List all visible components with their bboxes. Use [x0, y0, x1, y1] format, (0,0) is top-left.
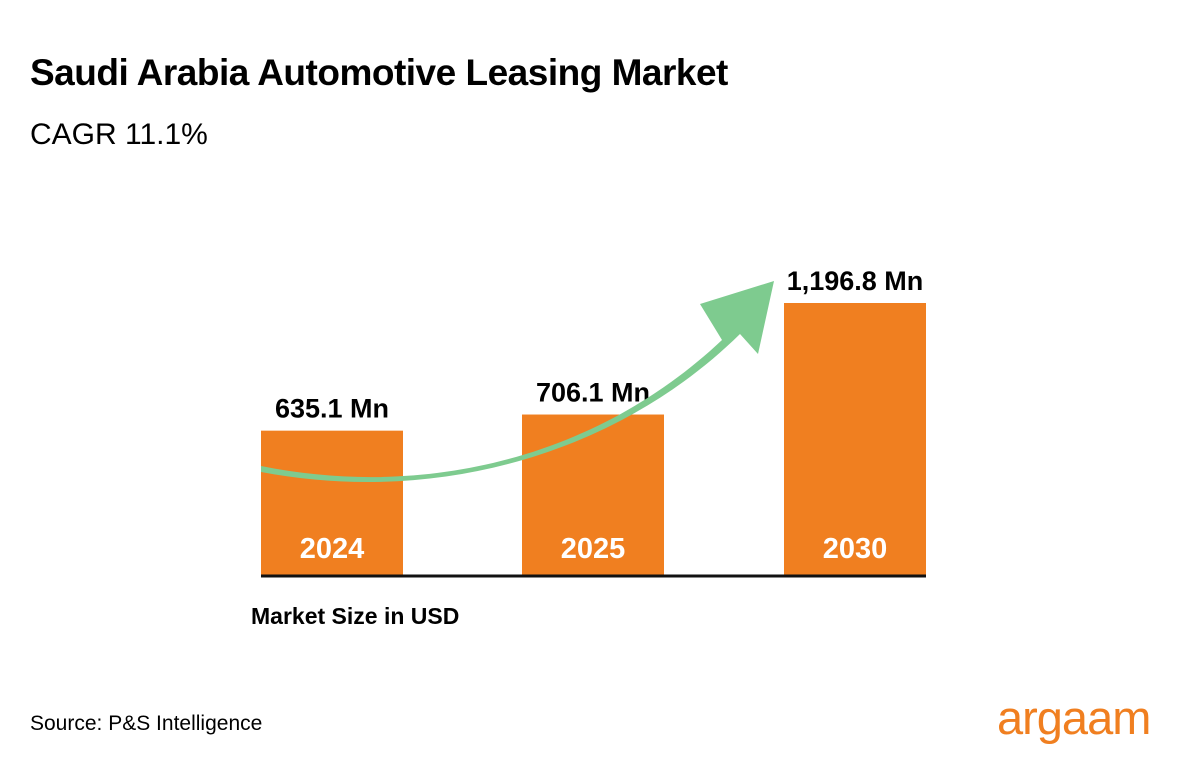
category-label-2024: 2024: [300, 533, 365, 565]
bars-layer: [261, 303, 926, 575]
chart-title: Saudi Arabia Automotive Leasing Market: [30, 52, 728, 93]
value-labels-layer: 2024 635.1 Mn 2025 706.1 Mn 2030 1,196.8 Mn: [275, 266, 923, 565]
bar-2030: [784, 303, 926, 575]
x-axis-label: Market Size in USD: [251, 603, 459, 629]
bar-2024: [261, 430, 403, 575]
source-note: Source: P&S Intelligence: [30, 712, 263, 735]
value-label-2030: 1,196.8 Mn: [787, 266, 924, 296]
value-label-2024: 635.1 Mn: [275, 394, 389, 424]
category-label-2025: 2025: [561, 533, 626, 565]
category-label-2030: 2030: [823, 533, 888, 565]
axis-layer: Market Size in USD: [251, 574, 926, 629]
growth-arrow-layer: [261, 281, 774, 483]
bar-2025: [522, 414, 664, 575]
value-label-2025: 706.1 Mn: [536, 378, 650, 408]
argaam-logo: argaam: [997, 691, 1151, 744]
growth-arrow: [261, 281, 774, 483]
chart-subtitle: CAGR 11.1%: [30, 118, 208, 151]
